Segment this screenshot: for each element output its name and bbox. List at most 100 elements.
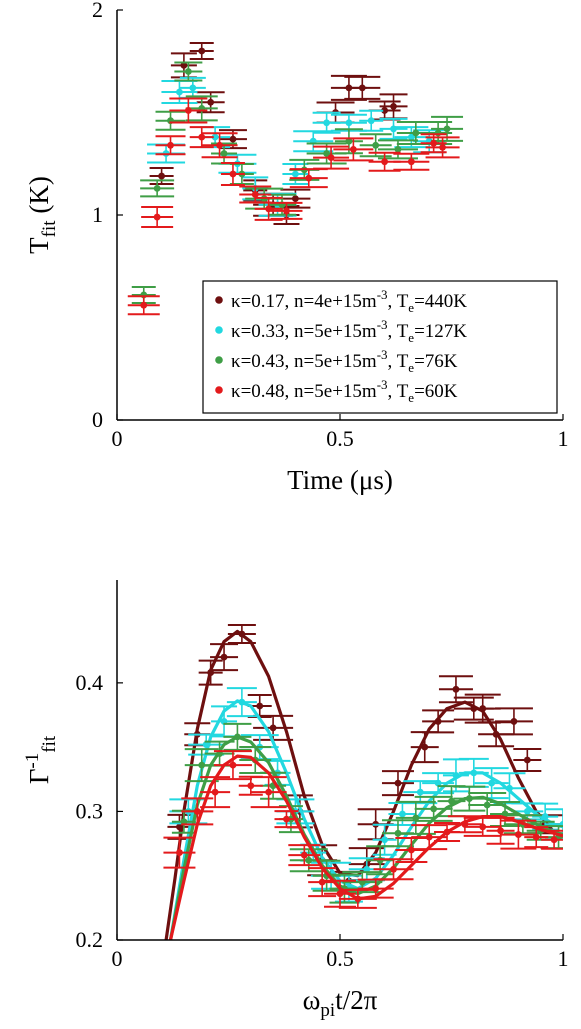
legend-box [202, 280, 558, 414]
point-marker [318, 878, 326, 886]
data-point [359, 109, 384, 132]
data-point [494, 707, 533, 736]
y-axis-label-main: Γ [24, 769, 54, 785]
point-marker [523, 756, 531, 764]
point-marker [140, 301, 148, 309]
data-point [274, 810, 299, 829]
point-marker [443, 125, 451, 133]
point-marker [448, 797, 455, 805]
point-marker [265, 205, 273, 213]
point-marker [229, 135, 237, 143]
legend-entry: κ=0.43, n=5e+15m-3, Te=76K [215, 347, 458, 375]
point-marker [292, 170, 299, 178]
data-point [149, 167, 174, 186]
point-marker [336, 890, 344, 898]
data-point [330, 113, 367, 132]
data-point [127, 295, 160, 316]
data-point [381, 770, 414, 797]
point-marker [358, 84, 366, 92]
legend-label: κ=0.33, n=5e+15m-3, Te=127K [231, 317, 467, 345]
x-tick-label: 0.5 [326, 426, 354, 451]
point-marker [381, 107, 388, 114]
legend-label-mid: , T [388, 321, 409, 342]
point-marker [211, 133, 219, 141]
point-marker [532, 833, 540, 841]
data-point [524, 826, 549, 849]
point-marker [283, 815, 290, 823]
point-marker [470, 769, 478, 777]
point-marker [430, 805, 438, 813]
point-marker [184, 107, 192, 114]
x-axis-label: Time (μs) [287, 465, 393, 495]
data-point [388, 802, 417, 826]
point-marker [198, 47, 206, 55]
point-marker [305, 856, 313, 864]
point-marker [452, 685, 460, 693]
point-marker [229, 170, 237, 178]
point-marker [305, 174, 313, 182]
data-point [447, 815, 482, 834]
point-marker [354, 895, 362, 903]
legend-label-post: =440K [414, 291, 467, 312]
data-point [403, 780, 438, 805]
data-point [189, 126, 214, 149]
legend-label-sub: e [408, 360, 414, 375]
point-marker [349, 146, 357, 153]
data-point [210, 643, 239, 672]
y-tick-label: 1 [92, 202, 103, 227]
x-axis-label-sub: pi [320, 1000, 335, 1021]
data-point [288, 844, 321, 867]
legend-marker [215, 386, 223, 394]
plot-area [127, 42, 464, 316]
data-point [227, 624, 256, 644]
data-point [414, 795, 453, 822]
point-marker [381, 158, 388, 166]
data-point [141, 206, 174, 229]
legend-entry: κ=0.48, n=5e+15m-3, Te=60K [215, 377, 458, 405]
point-marker [251, 191, 259, 198]
legend-label-main: κ=0.17, n=4e+15m [231, 291, 377, 312]
data-point [425, 136, 460, 159]
point-marker [211, 788, 219, 796]
data-point [344, 75, 381, 100]
chart-panel-2: 0 0.5 1 0.2 0.3 0.4 ωpit/2π Γ-1fit [22, 580, 569, 1021]
point-marker [506, 784, 513, 792]
data-point [422, 772, 455, 795]
legend-label-post: =76K [414, 351, 458, 372]
data-point [189, 42, 214, 60]
point-marker [510, 718, 518, 725]
data-point [393, 152, 430, 171]
data-point [338, 888, 377, 909]
data-point [411, 824, 448, 851]
legend-label-mid: , T [388, 351, 409, 372]
y-axis-label-sub: fit [39, 735, 60, 753]
data-point [541, 829, 563, 850]
point-marker [367, 117, 375, 125]
legend-label-mid: , T [388, 381, 409, 402]
data-point [163, 836, 196, 869]
point-marker [193, 808, 201, 815]
y-axis-label: Γ-1fit [22, 735, 60, 784]
point-marker [189, 84, 197, 92]
point-marker [323, 150, 331, 157]
legend-label-post: =60K [414, 381, 458, 402]
data-point [312, 111, 341, 134]
legend-label-sub: e [408, 300, 414, 315]
point-marker [523, 808, 531, 815]
point-marker [202, 741, 210, 748]
data-point [198, 659, 223, 686]
point-marker [229, 761, 237, 769]
y-axis-label-sub: fit [39, 220, 60, 238]
point-marker [425, 833, 433, 841]
data-point [250, 776, 287, 809]
point-marker [412, 129, 420, 137]
point-marker [515, 831, 522, 838]
x-axis-label: ωpit/2π [303, 985, 378, 1021]
point-marker [430, 139, 438, 147]
plot-area [163, 624, 563, 940]
x-tick-label: 0.5 [326, 946, 354, 971]
point-marker [247, 782, 255, 790]
